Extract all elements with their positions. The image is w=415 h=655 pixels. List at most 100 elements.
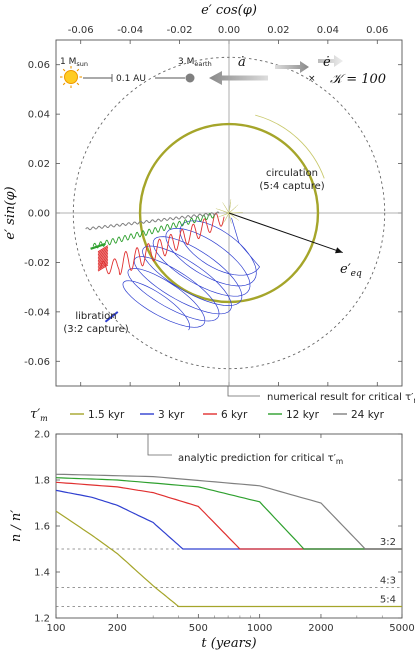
top-x-tick-label: 0.04 (317, 25, 339, 36)
top-y-tick-label: 0.02 (28, 159, 50, 170)
legend-item: 12 kyr (268, 409, 320, 421)
series-3kyr-start (104, 311, 119, 323)
legend: τ′m 1.5 kyr 3 kyr 6 kyr 12 kyr 24 kyr (30, 407, 385, 423)
series-6kyr-dense (97, 245, 109, 253)
sun-icon (60, 66, 82, 88)
top-x-axis-label: e′ cos(φ) (201, 3, 257, 18)
bottom-x-axis-label: t (years) (201, 636, 256, 651)
circulation-circle (138, 122, 320, 304)
series-6kyr-dense (97, 254, 109, 262)
bottom-y-tick-label: 2.0 (34, 430, 50, 441)
origin-jitter-mark (224, 212, 230, 222)
series-6kyr-dense (97, 264, 109, 272)
series-line-24kyr (55, 473, 402, 550)
kappa-label: 𝒦 = 100 (330, 72, 386, 87)
analytic-prediction-note: analytic prediction for critical τ′m (178, 453, 343, 466)
legend-item: 1.5 kyr (70, 409, 125, 421)
top-x-tick-label: -0.06 (68, 25, 94, 36)
series-12kyr-start (90, 242, 106, 250)
legend-item: 3 kyr (140, 409, 185, 421)
top-axes: -0.06 -0.04 -0.02 0.00 0.02 0.04 0.06 0.06 0.04 0… (24, 25, 402, 386)
bottom-x-tick-label: 1000 (247, 623, 272, 634)
origin-jitter-mark (221, 212, 230, 217)
top-y-axis-label: e′ sin(φ) (3, 186, 18, 239)
edot-label: ė (323, 55, 331, 70)
origin-jitter-mark (228, 212, 243, 214)
top-y-tick-label: 0.06 (28, 60, 50, 71)
resonance-label: 3:2 (380, 537, 396, 548)
star-planet-diagram: 1 Msun 0.1 AU 3 Mearth ȧ ė × 𝒦 = 100 (60, 55, 386, 88)
bottom-y-tick-label: 1.4 (34, 568, 50, 579)
cross-marker-icon: × (308, 74, 316, 84)
series-6kyr-dense (97, 255, 109, 263)
separation-label: 0.1 AU (116, 74, 146, 84)
series-24kyr-trajectory (85, 211, 220, 231)
legend-title: τ′m (30, 407, 48, 423)
libration-sub-label: (3:2 capture) (63, 324, 128, 335)
series-line-3kyr (55, 489, 402, 550)
top-x-tick-label: 0.06 (366, 25, 388, 36)
series-6kyr-dense (97, 262, 109, 271)
series-6kyr-dense (97, 252, 109, 260)
top-y-tick-label: -0.02 (24, 258, 50, 269)
bottom-y-tick-label: 1.8 (34, 476, 50, 487)
numerical-result-note: numerical result for critical τ′m (267, 392, 415, 405)
legend-label: 24 kyr (351, 409, 385, 421)
legend-item: 24 kyr (333, 409, 385, 421)
top-y-tick-label: -0.06 (24, 357, 50, 368)
eeq-vector (228, 212, 343, 254)
top-y-tick-label: 0.00 (28, 209, 50, 220)
top-x-tick-label: 0.02 (267, 25, 289, 36)
sun-mass-label: 1 Msun (60, 57, 88, 68)
series-12kyr-trajectory (92, 213, 215, 249)
planet-icon (185, 73, 195, 83)
bottom-x-tick-label: 2000 (308, 623, 333, 634)
bottom-x-tick-label: 500 (189, 623, 208, 634)
series-6kyr-dense (97, 246, 109, 254)
eeq-label: e′eq (340, 262, 362, 279)
top-x-tick-label: -0.02 (167, 25, 193, 36)
top-y-tick-label: -0.04 (24, 307, 50, 318)
origin-jitter-mark (228, 212, 232, 224)
resonance-label: 5:4 (380, 595, 396, 606)
bottom-plot-content: 3:2 4:3 5:4 (55, 473, 402, 608)
adot-label: ȧ (238, 55, 246, 70)
edot-arrow-right-icon (275, 61, 309, 73)
series-6kyr-dense (97, 249, 109, 257)
top-x-tick-label: 0.00 (218, 25, 240, 36)
legend-label: 3 kyr (158, 409, 185, 421)
analytic-note-pointer (143, 433, 172, 456)
origin-jitter-mark (228, 204, 239, 214)
series-6kyr-dense (97, 251, 109, 259)
origin-jitter-mark (228, 212, 239, 221)
origin-jitter-mark (222, 210, 230, 214)
series-6kyr-dense (97, 261, 109, 269)
libration-label: libration (75, 311, 116, 322)
edot-arrow-left-icon (318, 55, 343, 67)
adot-arrow-icon (209, 71, 268, 85)
legend-item: 6 kyr (203, 409, 248, 421)
legend-label: 12 kyr (286, 409, 320, 421)
series-6kyr-trajectory (100, 212, 225, 276)
top-plot-content (56, 40, 402, 386)
circulation-sub-label: (5:4 capture) (259, 181, 324, 192)
series-line-12kyr (55, 477, 402, 550)
series-6kyr-dense (97, 257, 109, 265)
series-3kyr-trajectory (122, 217, 261, 331)
top-x-tick-label: -0.04 (117, 25, 143, 36)
circulation-direction-arc (255, 114, 325, 179)
dashed-reference-circle (72, 56, 386, 370)
planet-mass-label: 3 Mearth (178, 57, 212, 68)
eeq-arrowhead-icon (335, 247, 343, 254)
legend-label: 6 kyr (221, 409, 248, 421)
series-6kyr-dense (97, 248, 109, 256)
bottom-axes: 100 200 500 1000 2000 5000 1.2 1.4 1.6 1.8 2.0 (34, 430, 415, 635)
bottom-y-tick-label: 1.6 (34, 522, 50, 533)
bottom-x-tick-label: 5000 (389, 623, 414, 634)
legend-label: 1.5 kyr (88, 409, 125, 421)
top-y-tick-label: 0.04 (28, 110, 50, 121)
numerical-note-pointer (227, 386, 260, 397)
bottom-y-tick-label: 1.2 (34, 614, 50, 625)
bottom-x-tick-label: 100 (46, 623, 65, 634)
